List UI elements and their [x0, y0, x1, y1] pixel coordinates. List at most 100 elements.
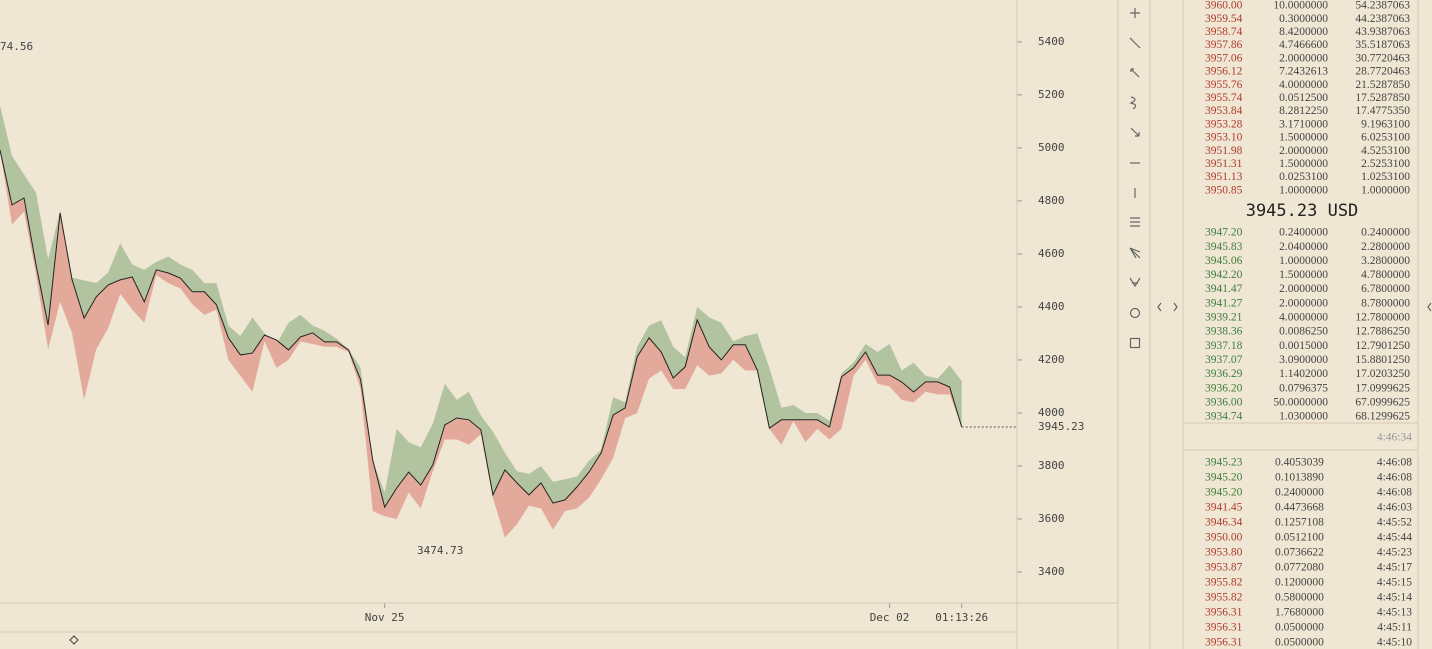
low-label: 3474.73	[417, 544, 463, 557]
book-total: 67.0999625	[1355, 396, 1410, 408]
book-total: 0.2400000	[1361, 227, 1410, 239]
book-total: 8.7800000	[1361, 297, 1410, 309]
book-amount: 4.0000000	[1279, 312, 1328, 324]
y-tick-label: 3800	[1038, 459, 1065, 472]
y-tick-label: 4800	[1038, 194, 1065, 207]
trade-amount: 0.0500000	[1275, 622, 1324, 634]
book-price: 3953.84	[1205, 105, 1243, 117]
book-amount: 2.0400000	[1279, 241, 1328, 253]
book-amount: 0.0512500	[1279, 92, 1328, 104]
toolbar	[1129, 8, 1141, 349]
book-price: 3942.20	[1205, 269, 1243, 281]
book-total: 68.1299625	[1355, 411, 1410, 423]
book-price: 3956.12	[1205, 66, 1243, 78]
book-total: 17.0999625	[1355, 382, 1410, 394]
tool-pitchfork[interactable]	[1129, 277, 1141, 288]
book-price: 3955.74	[1205, 92, 1243, 104]
book-amount: 8.2812250	[1279, 105, 1328, 117]
book-amount: 1.5000000	[1279, 269, 1328, 281]
book-total: 15.8801250	[1355, 354, 1410, 366]
collapse-toggle[interactable]	[1157, 302, 1178, 312]
book-amount: 1.5000000	[1279, 132, 1328, 144]
trade-amount: 0.0736622	[1275, 547, 1324, 559]
book-total: 44.2387063	[1355, 13, 1410, 25]
trade-amount: 0.4473668	[1275, 502, 1324, 514]
book-amount: 1.0300000	[1279, 411, 1328, 423]
book-price: 3953.28	[1205, 118, 1243, 130]
book-price: 3936.29	[1205, 368, 1243, 380]
book-price: 3951.98	[1205, 145, 1243, 157]
trade-time: 4:45:10	[1377, 637, 1412, 649]
book-price: 3939.21	[1205, 312, 1243, 324]
tool-circle[interactable]	[1129, 307, 1141, 319]
book-amount: 0.0086250	[1279, 326, 1328, 338]
high-label: 74.56	[0, 40, 33, 53]
book-total: 2.2800000	[1361, 241, 1410, 253]
trade-amount: 0.4053039	[1275, 457, 1324, 469]
trade-time: 4:45:15	[1377, 577, 1412, 589]
trade-amount: 0.0512100	[1275, 532, 1324, 544]
book-amount: 2.0000000	[1279, 52, 1328, 64]
expand-toggle[interactable]	[1427, 302, 1432, 312]
trade-price: 3950.00	[1205, 532, 1243, 544]
book-amount: 0.0015000	[1279, 340, 1328, 352]
book-amount: 0.2400000	[1279, 227, 1328, 239]
tool-fan[interactable]	[1129, 247, 1141, 259]
book-price: 3947.20	[1205, 227, 1243, 239]
book-amount: 10.0000000	[1273, 0, 1328, 12]
book-amount: 3.1710000	[1279, 118, 1328, 130]
book-amount: 0.3000000	[1279, 13, 1328, 25]
book-amount: 4.7466600	[1279, 39, 1328, 51]
y-tick-label: 5400	[1038, 35, 1065, 48]
book-amount: 2.0000000	[1279, 145, 1328, 157]
tool-rect[interactable]	[1129, 337, 1141, 349]
tool-levels[interactable]	[1130, 217, 1140, 227]
book-amount: 50.0000000	[1273, 396, 1328, 408]
book-price: 3953.10	[1205, 132, 1243, 144]
tool-arrow[interactable]	[1130, 127, 1140, 137]
trade-price: 3953.80	[1205, 547, 1243, 559]
book-price: 3938.36	[1205, 326, 1243, 338]
book-price: 3957.86	[1205, 39, 1243, 51]
trade-amount: 0.0772080	[1275, 562, 1324, 574]
order-book: 3960.00 10.0000000 54.2387063 3959.54 0.3000…	[1205, 0, 1410, 423]
book-amount: 2.0000000	[1279, 297, 1328, 309]
tool-ray[interactable]	[1130, 68, 1140, 78]
trade-amount: 0.0500000	[1275, 637, 1324, 649]
book-amount: 1.0000000	[1279, 184, 1328, 196]
book-total: 9.1963100	[1361, 118, 1410, 130]
book-price: 3934.74	[1205, 411, 1243, 423]
trade-time: 4:45:52	[1377, 517, 1412, 529]
book-amount: 3.0900000	[1279, 354, 1328, 366]
trade-price: 3956.31	[1205, 637, 1243, 649]
book-amount: 1.1402000	[1279, 368, 1328, 380]
y-tick-label: 5200	[1038, 88, 1065, 101]
trade-time: 4:45:17	[1377, 562, 1412, 574]
mid-price: 3945.23 USD	[1246, 201, 1359, 221]
book-amount: 0.0796375	[1279, 382, 1328, 394]
price-line	[0, 149, 963, 509]
price-chart: 3400 3600 3800 4000 4200 4400 4600 4800 5000 5200…	[0, 35, 1084, 624]
book-amount: 4.0000000	[1279, 79, 1328, 91]
book-price: 3937.07	[1205, 354, 1243, 366]
trade-price: 3941.45	[1205, 502, 1243, 514]
tool-curve[interactable]	[1129, 96, 1137, 110]
book-price: 3941.47	[1205, 283, 1243, 295]
book-total: 12.7886250	[1355, 326, 1410, 338]
tool-line[interactable]	[1129, 37, 1141, 49]
book-total: 12.7901250	[1355, 340, 1410, 352]
trade-amount: 0.1200000	[1275, 577, 1324, 589]
book-price: 3937.18	[1205, 340, 1243, 352]
trade-price: 3946.34	[1205, 517, 1243, 529]
book-amount: 2.0000000	[1279, 283, 1328, 295]
book-total: 2.5253100	[1361, 158, 1410, 170]
trade-price: 3945.20	[1205, 487, 1243, 499]
y-tick-label: 3400	[1038, 565, 1065, 578]
book-total: 6.0253100	[1361, 132, 1410, 144]
trade-time: 4:46:08	[1377, 472, 1412, 484]
y-tick-label: 4200	[1038, 353, 1065, 366]
book-price: 3960.00	[1205, 0, 1243, 12]
trade-time: 4:45:11	[1377, 622, 1412, 634]
tool-cross[interactable]	[1130, 8, 1140, 18]
trade-amount: 0.1257108	[1275, 517, 1324, 529]
